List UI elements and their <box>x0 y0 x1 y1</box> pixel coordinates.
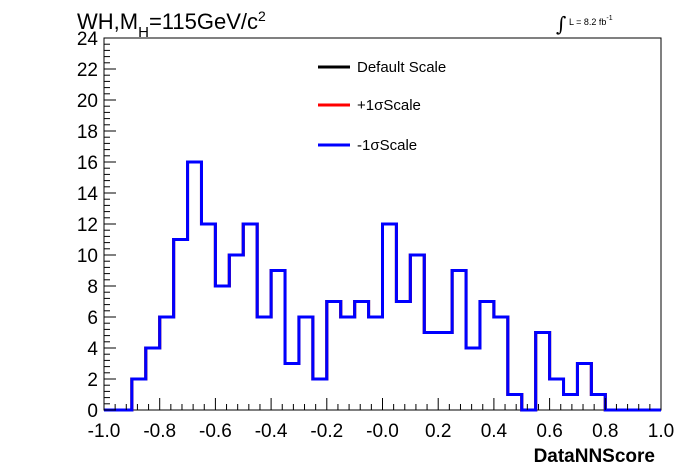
chart-title: WH,MH=115GeV/c2 <box>77 8 266 41</box>
x-tick-label: 0.8 <box>592 421 618 442</box>
x-tick-label: 1.0 <box>648 421 674 442</box>
luminosity-label: ∫ L = 8.2 fb-1 <box>556 12 613 36</box>
legend-label: Default Scale <box>357 59 446 76</box>
x-axis: -1.0 -0.8 -0.6 -0.4 -0.2 -0.0 0.2 0.4 0.6 0.8 1.0 <box>88 398 674 442</box>
y-tick-label: 18 <box>77 122 98 143</box>
x-tick-label: -0.0 <box>366 421 399 442</box>
y-tick-label: 8 <box>87 277 98 298</box>
x-tick-label: 0.4 <box>481 421 508 442</box>
legend-label: +1σScale <box>357 97 421 114</box>
y-tick-label: 24 <box>77 29 99 50</box>
x-axis-label: DataNNScore <box>534 446 655 467</box>
y-tick-label: 14 <box>77 184 99 205</box>
x-tick-label: -0.8 <box>143 421 176 442</box>
y-tick-label: 6 <box>87 308 98 329</box>
x-tick-label: -0.6 <box>199 421 232 442</box>
y-tick-label: 12 <box>77 215 98 236</box>
y-tick-label: 10 <box>77 246 98 267</box>
series-layer <box>104 160 661 412</box>
integral-symbol: ∫ <box>556 12 567 36</box>
x-tick-label: 0.2 <box>425 421 451 442</box>
y-tick-label: 4 <box>87 339 98 360</box>
x-tick-label: -0.2 <box>310 421 343 442</box>
y-tick-label: 20 <box>77 91 98 112</box>
y-tick-label: 22 <box>77 60 98 81</box>
x-tick-label: 0.6 <box>536 421 562 442</box>
x-tick-label: -1.0 <box>88 421 121 442</box>
y-tick-label: 0 <box>87 401 98 422</box>
y-tick-label: 16 <box>77 153 98 174</box>
legend: Default Scale +1σScale -1σScale <box>318 59 446 154</box>
x-tick-label: -0.4 <box>255 421 288 442</box>
legend-label: -1σScale <box>357 137 417 154</box>
y-tick-label: 2 <box>87 370 98 391</box>
series-line-2 <box>104 160 661 412</box>
